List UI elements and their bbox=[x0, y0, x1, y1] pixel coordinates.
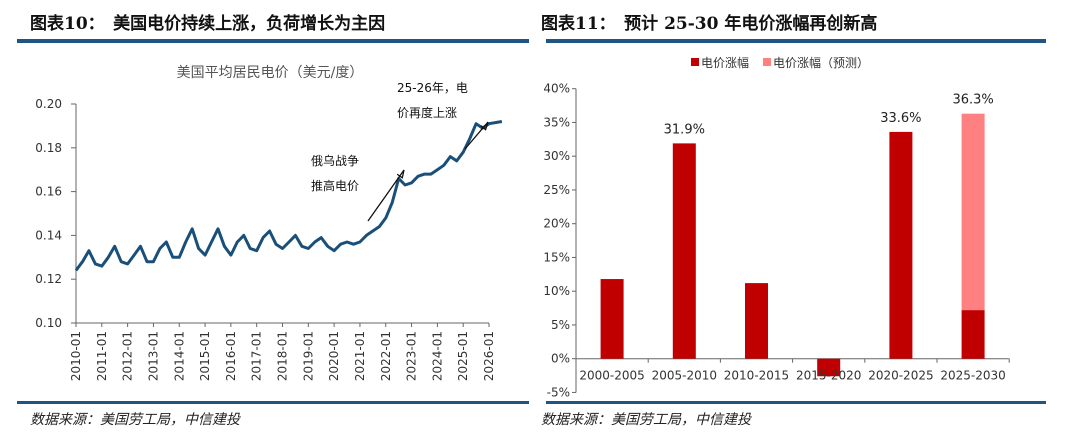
x-tick-label: 2023-01 bbox=[405, 331, 419, 381]
right-title-rule bbox=[546, 39, 1046, 43]
annotation-2526-line2: 价再度上涨 bbox=[397, 105, 457, 120]
line-chart: 美国平均居民电价（美元/度） 0.10 0.12 0.14 0.16 0.18 0.20 2… bbox=[35, 65, 503, 381]
x-tick-label: 2016-01 bbox=[224, 331, 238, 381]
bar-forecast bbox=[961, 113, 985, 311]
right-bottom-rule bbox=[546, 401, 1046, 404]
y-tick-label: 35% bbox=[543, 115, 570, 129]
x-tick-label: 2019-01 bbox=[301, 331, 315, 381]
data-label: 31.9% bbox=[664, 122, 705, 137]
x-tick-label: 2010-01 bbox=[69, 331, 83, 381]
arrow-war bbox=[367, 169, 405, 222]
x-tick-label: 2018-01 bbox=[276, 331, 290, 381]
arrow-2526-head bbox=[480, 121, 489, 131]
legend-label-actual: 电价涨幅 bbox=[701, 55, 749, 70]
line-chart-title: 美国平均居民电价（美元/度） bbox=[177, 65, 364, 81]
annotation-war-line1: 俄乌战争 bbox=[311, 153, 359, 168]
x-tick-label: 2025-01 bbox=[456, 331, 470, 381]
x-tick-label: 2026-01 bbox=[482, 331, 496, 381]
y-tick-label: -5% bbox=[547, 385, 570, 399]
bar-actual bbox=[961, 310, 985, 359]
x-tick-label: 2024-01 bbox=[430, 331, 444, 381]
bar-actual bbox=[817, 358, 841, 377]
x-tick-label: 2015-01 bbox=[198, 331, 212, 381]
arrow-war-head bbox=[396, 169, 405, 179]
x-tick-label: 2020-2025 bbox=[868, 369, 933, 383]
right-figure-title: 图表11： 预计 25-30 年电价涨幅再创新高 bbox=[541, 14, 878, 34]
left-source: 数据来源：美国劳工局，中信建投 bbox=[30, 412, 240, 428]
bar-actual bbox=[672, 143, 696, 359]
bar-chart: -5% 0% 5% 10% 15% 20% 25% 30% 35% 40% 2000-2005 200… bbox=[543, 55, 1010, 399]
x-tick-label: 2022-01 bbox=[379, 331, 393, 381]
data-label: 33.6% bbox=[880, 111, 921, 126]
x-tick-label: 2021-01 bbox=[353, 331, 367, 381]
x-tick-label: 2015-2020 bbox=[796, 369, 861, 383]
legend-swatch-actual bbox=[691, 58, 699, 66]
left-figure-title: 图表10： 美国电价持续上涨，负荷增长为主因 bbox=[30, 14, 386, 34]
price-line bbox=[74, 120, 503, 272]
x-tick-label: 2010-2015 bbox=[724, 369, 789, 383]
y-tick-label: 0.14 bbox=[35, 228, 62, 242]
x-tick-label: 2000-2005 bbox=[579, 369, 644, 383]
y-tick-label: 30% bbox=[543, 149, 570, 163]
legend-label-forecast: 电价涨幅（预测） bbox=[773, 55, 869, 70]
x-tick-label: 2025-2030 bbox=[940, 369, 1005, 383]
y-tick-label: 0.12 bbox=[35, 272, 62, 286]
x-tick-label: 2017-01 bbox=[250, 331, 264, 381]
y-tick-label: 0.10 bbox=[35, 316, 62, 330]
y-tick-label: 40% bbox=[543, 82, 570, 96]
y-tick-label: 20% bbox=[543, 217, 570, 231]
right-source: 数据来源：美国劳工局，中信建投 bbox=[541, 412, 751, 428]
x-tick-label: 2020-01 bbox=[327, 331, 341, 381]
x-tick-label: 2014-01 bbox=[172, 331, 186, 381]
y-tick-label: 15% bbox=[543, 250, 570, 264]
annotation-war-line2: 推高电价 bbox=[311, 178, 359, 193]
y-tick-label: 0.16 bbox=[35, 185, 62, 199]
x-tick-label: 2012-01 bbox=[121, 331, 135, 381]
y-tick-label: 10% bbox=[543, 284, 570, 298]
x-tick-label: 2005-2010 bbox=[652, 369, 717, 383]
y-tick-label: 0.20 bbox=[35, 97, 62, 111]
y-tick-label: 25% bbox=[543, 183, 570, 197]
y-tick-label: 0.18 bbox=[35, 141, 62, 155]
y-tick-label: 0% bbox=[551, 352, 570, 366]
data-label: 36.3% bbox=[952, 93, 993, 108]
legend-swatch-forecast bbox=[763, 58, 771, 66]
x-tick-label: 2011-01 bbox=[95, 331, 109, 381]
bar-actual bbox=[745, 283, 768, 359]
y-tick-label: 5% bbox=[551, 318, 570, 332]
x-tick-label: 2013-01 bbox=[146, 331, 160, 381]
left-bottom-rule bbox=[17, 401, 529, 404]
annotation-2526-line1: 25-26年，电 bbox=[397, 81, 468, 95]
arrow-2526 bbox=[464, 121, 489, 150]
left-title-rule bbox=[17, 39, 529, 43]
bar-actual bbox=[600, 279, 624, 359]
bar-actual bbox=[889, 131, 913, 359]
